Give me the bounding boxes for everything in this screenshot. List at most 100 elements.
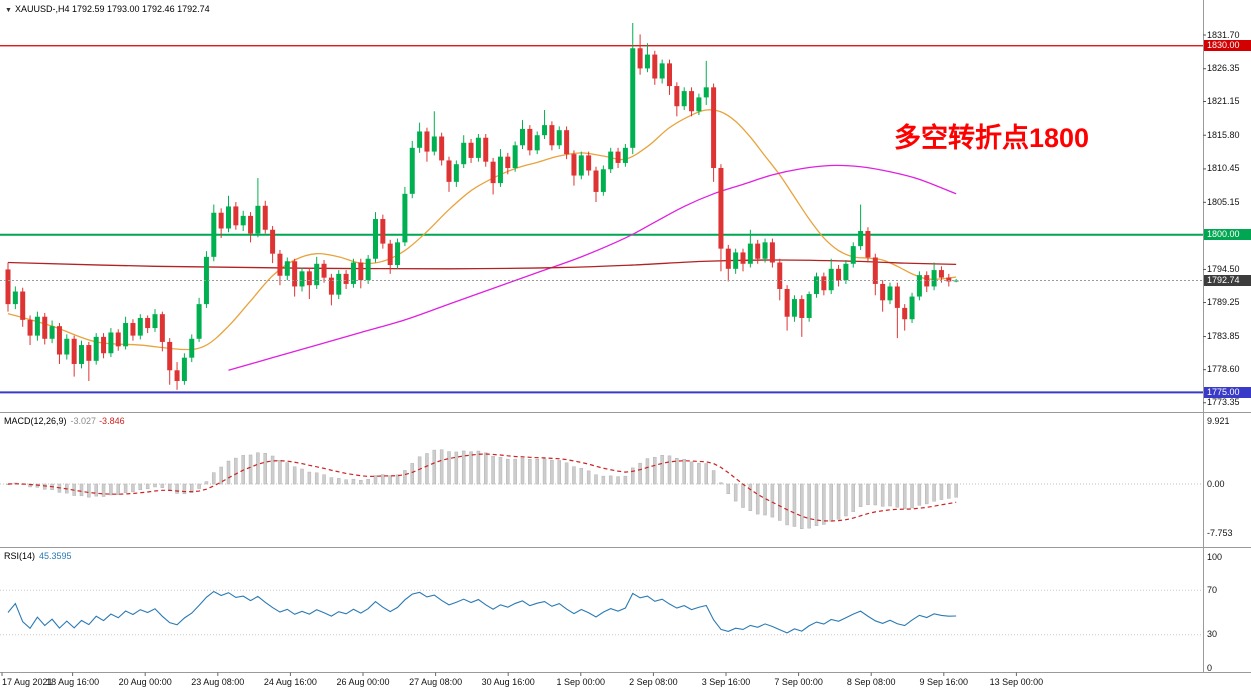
candle-body [196, 304, 202, 339]
candle-body [718, 167, 724, 249]
rsi-value: 45.3595 [39, 551, 72, 561]
candle-body [56, 326, 62, 355]
candle-body [101, 336, 107, 354]
macd-histogram-bar [109, 483, 113, 496]
macd-histogram-bar [910, 483, 914, 509]
symbol-dropdown-icon[interactable]: ▼ [5, 7, 12, 14]
candle-body [622, 147, 628, 163]
candle-body [145, 317, 151, 329]
macd-histogram-bar [101, 483, 106, 497]
macd-histogram-bar [138, 483, 143, 491]
macd-histogram-bar [535, 459, 539, 485]
macd-histogram-bar [601, 475, 606, 485]
ohlc-values: 1792.59 1793.00 1792.46 1792.74 [71, 4, 210, 14]
candle-body [689, 91, 695, 112]
macd-histogram-bar [836, 483, 841, 520]
symbol-timeframe-label: XAUUSD-,H4 [14, 4, 70, 14]
macd-histogram-bar [594, 474, 598, 485]
candle-body [483, 137, 489, 162]
macd-histogram-bar [153, 483, 157, 488]
candle-body [931, 270, 937, 287]
candle-body [115, 332, 121, 347]
macd-histogram-bar [506, 458, 510, 485]
candle-body [284, 261, 290, 276]
price-axis-label: 1794.50 [1207, 263, 1240, 274]
macd-histogram-bar [447, 451, 451, 485]
time-axis-label: 24 Aug 16:00 [263, 677, 317, 687]
candle-body [872, 257, 878, 284]
macd-histogram-bar [197, 483, 201, 489]
macd-histogram-bar [337, 478, 341, 485]
candle-body [747, 243, 753, 264]
macd-histogram-bar [814, 483, 819, 526]
time-axis-label: 27 Aug 08:00 [409, 677, 463, 687]
candle-body [387, 243, 393, 266]
candle-body [240, 215, 246, 226]
candle-body [696, 97, 702, 112]
candle-body [248, 215, 254, 234]
macd-histogram-bar [932, 483, 936, 502]
macd-histogram-bar [366, 479, 370, 485]
candle-body [600, 169, 606, 192]
price-axis-label: 1810.45 [1207, 163, 1240, 174]
candle-body [924, 275, 930, 287]
macd-histogram-bar [733, 483, 738, 502]
time-axis-label: 18 Aug 16:00 [46, 677, 100, 687]
candle-body [130, 323, 136, 336]
candle-body [314, 263, 320, 286]
candle-body [373, 219, 378, 259]
candle-body [181, 357, 187, 381]
candle-body [27, 319, 33, 336]
candle-body [659, 63, 665, 79]
rsi-indicator-label: RSI(14) 45.3595 [4, 551, 72, 561]
macd-histogram-bar [726, 483, 731, 495]
macd-histogram-bar [307, 471, 312, 485]
candle-body [152, 314, 158, 329]
candle-body [556, 130, 562, 146]
macd-histogram-bar [858, 483, 863, 507]
price-axis-label: 1826.35 [1207, 63, 1240, 74]
candle-body [417, 131, 423, 148]
candle-body [740, 252, 746, 264]
candle-body [93, 336, 99, 361]
candle-body [262, 205, 268, 230]
candle-body [755, 243, 761, 259]
candle-body [211, 212, 217, 257]
macd-histogram-bar [190, 483, 194, 493]
rsi-axis-label: 100 [1207, 551, 1223, 562]
macd-histogram-bar [403, 470, 407, 485]
candle-body [439, 136, 445, 161]
candle-body [828, 268, 834, 291]
candle-body [733, 252, 739, 269]
candle-body [791, 299, 797, 317]
macd-histogram-bar [270, 455, 275, 485]
macd-axis-label: 0.00 [1207, 478, 1225, 489]
macd-histogram-bar [248, 454, 253, 485]
candle-body [836, 268, 842, 281]
macd-histogram-bar [175, 483, 179, 494]
macd-histogram-bar [278, 459, 282, 485]
candle-body [159, 314, 165, 342]
candle-body [365, 258, 371, 281]
time-axis-strip[interactable] [0, 673, 1251, 691]
time-axis-label: 1 Sep 00:00 [556, 677, 606, 687]
macd-histogram-bar [925, 483, 929, 505]
rsi-axis-label: 70 [1207, 584, 1218, 595]
time-axis-label: 7 Sep 00:00 [774, 677, 823, 687]
candle-body [395, 242, 401, 266]
macd-histogram-bar [638, 462, 642, 485]
candle-body [12, 291, 18, 305]
candle-body [299, 271, 305, 287]
candle-body [549, 125, 555, 146]
macd-histogram-bar [94, 483, 98, 497]
macd-histogram-bar [880, 483, 885, 507]
candle-body [814, 276, 819, 295]
macd-histogram-bar [542, 458, 547, 485]
candle-body [321, 263, 327, 278]
macd-histogram-bar [792, 483, 797, 527]
macd-histogram-bar [866, 483, 870, 505]
price-flag-1792.74: 1792.74 [1204, 275, 1251, 287]
macd-histogram-bar [807, 483, 811, 529]
candle-body [174, 370, 180, 381]
